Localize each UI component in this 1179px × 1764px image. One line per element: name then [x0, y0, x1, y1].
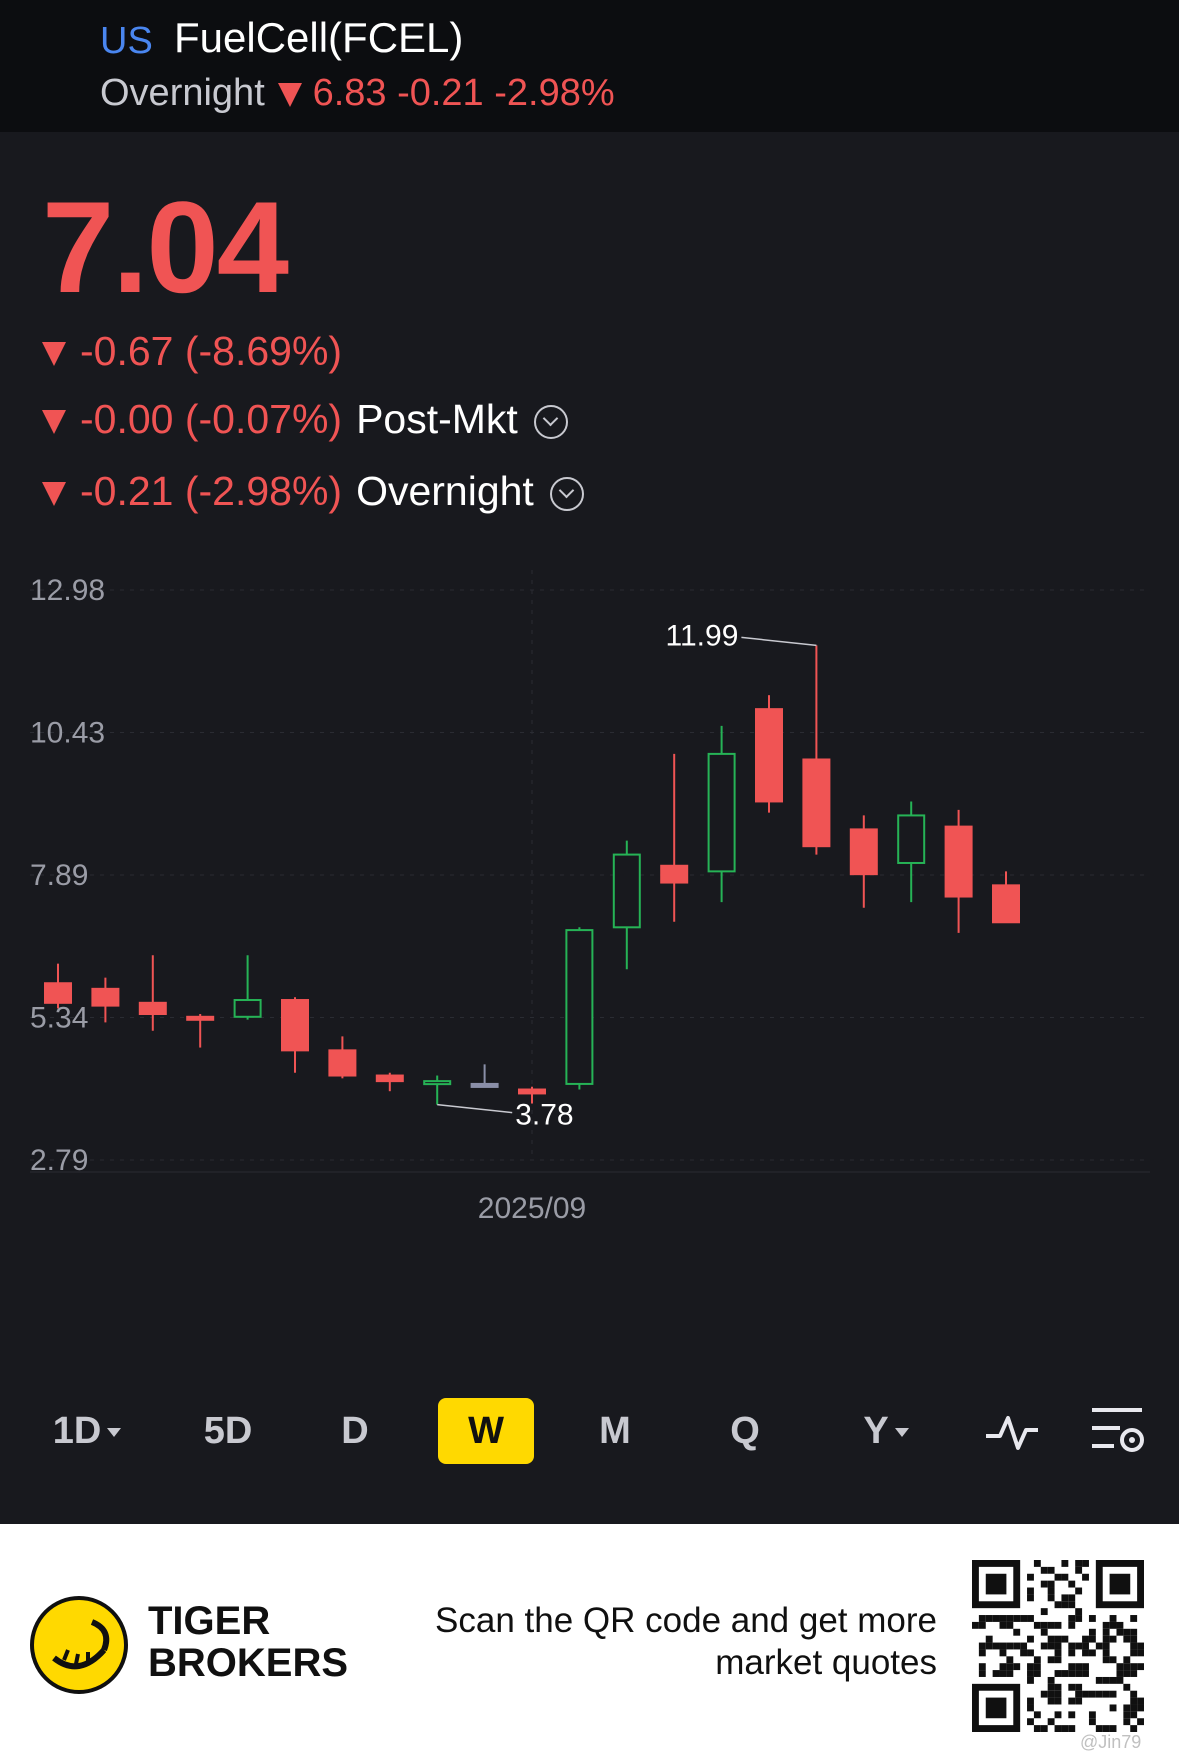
overnight-label: Overnight	[356, 468, 534, 514]
top-bar: US FuelCell(FCEL) Overnight 6.83 -0.21 -…	[0, 0, 1179, 132]
session-value-text: 6.83 -0.21 -2.98%	[312, 72, 615, 114]
down-arrow-icon	[278, 82, 302, 107]
tab-1d[interactable]: 1D	[42, 1398, 132, 1464]
period-tabs: 1D 5D D W M Q Y	[0, 1398, 1179, 1468]
candle-body	[660, 864, 689, 884]
candle-body	[44, 982, 72, 1004]
tab-q[interactable]: Q	[730, 1410, 760, 1452]
scan-line-2: market quotes	[715, 1643, 937, 1682]
down-arrow-icon	[42, 482, 66, 507]
tiger-face-icon	[52, 1619, 110, 1670]
candle-body	[518, 1088, 546, 1095]
session-value: 6.83 -0.21 -2.98%	[278, 72, 615, 115]
candle-body	[375, 1074, 404, 1083]
change-row: -0.67 (-8.69%)	[42, 328, 342, 375]
candle-body	[138, 1001, 167, 1016]
y-tick-label: 5.34	[30, 1002, 88, 1035]
candle-body	[233, 999, 262, 1018]
scan-text: Scan the QR code and get more market quo…	[417, 1600, 937, 1684]
chart-settings-icon[interactable]	[1090, 1404, 1146, 1456]
overnight-change: -0.21 (-2.98%)	[80, 468, 343, 514]
min-annotation-line	[437, 1103, 513, 1114]
post-change: -0.00 (-0.07%)	[80, 396, 343, 442]
tab-w[interactable]: W	[438, 1398, 534, 1464]
brand-name: TIGER BROKERS	[148, 1600, 348, 1684]
caret-down-icon	[894, 1428, 909, 1438]
brand-line-2: BROKERS	[148, 1641, 349, 1685]
y-tick-label: 12.98	[30, 574, 105, 607]
brand-line-1: TIGER	[148, 1599, 271, 1643]
down-arrow-icon	[42, 410, 66, 435]
down-arrow-icon	[42, 342, 66, 367]
candle-body	[423, 1080, 452, 1086]
day-change: -0.67 (-8.69%)	[80, 328, 343, 374]
tiger-logo-icon	[30, 1596, 128, 1694]
tab-1d-label: 1D	[52, 1410, 102, 1452]
tab-y[interactable]: Y	[850, 1398, 922, 1464]
chevron-down-icon[interactable]	[549, 477, 584, 512]
candle-body	[897, 814, 926, 864]
candle-body	[944, 825, 973, 898]
last-price: 7.04	[42, 174, 289, 320]
candle-body	[707, 752, 736, 873]
overnight-row[interactable]: -0.21 (-2.98%) Overnight	[42, 468, 584, 515]
candle-body	[849, 828, 878, 876]
candle-body	[328, 1049, 357, 1077]
y-tick-label: 7.89	[30, 859, 88, 892]
indicator-icon[interactable]	[984, 1410, 1040, 1454]
tab-5d[interactable]: 5D	[203, 1410, 253, 1452]
stock-name: FuelCell(FCEL)	[174, 14, 464, 61]
post-label: Post-Mkt	[356, 396, 518, 442]
tab-d[interactable]: D	[341, 1410, 369, 1452]
chevron-down-icon[interactable]	[533, 405, 568, 440]
watermark: @Jin79	[1080, 1732, 1142, 1752]
max-annotation-label: 11.99	[666, 619, 739, 652]
candle-body	[755, 708, 783, 803]
market-badge: US	[100, 20, 153, 62]
scan-line-1: Scan the QR code and get more	[435, 1601, 937, 1640]
caret-down-icon	[107, 1428, 122, 1438]
session-label: Overnight	[100, 72, 265, 114]
tab-m[interactable]: M	[599, 1410, 631, 1452]
candle-body	[612, 853, 641, 929]
tab-y-label: Y	[863, 1410, 889, 1452]
min-annotation-label: 3.78	[515, 1099, 573, 1132]
qr-code-icon[interactable]	[972, 1560, 1144, 1732]
footer-banner: TIGER BROKERS Scan the QR code and get m…	[0, 1524, 1179, 1764]
candle-body	[565, 929, 594, 1085]
candle-body	[91, 987, 120, 1007]
max-annotation-line	[741, 636, 817, 647]
y-tick-label: 10.43	[30, 717, 105, 750]
x-tick-label: 2025/09	[478, 1192, 586, 1225]
candle-body	[992, 884, 1020, 924]
candle-body	[802, 758, 831, 848]
candle-body	[281, 999, 309, 1052]
candle-body	[186, 1015, 215, 1021]
post-market-row[interactable]: -0.00 (-0.07%) Post-Mkt	[42, 396, 568, 443]
candle-body	[470, 1082, 499, 1088]
